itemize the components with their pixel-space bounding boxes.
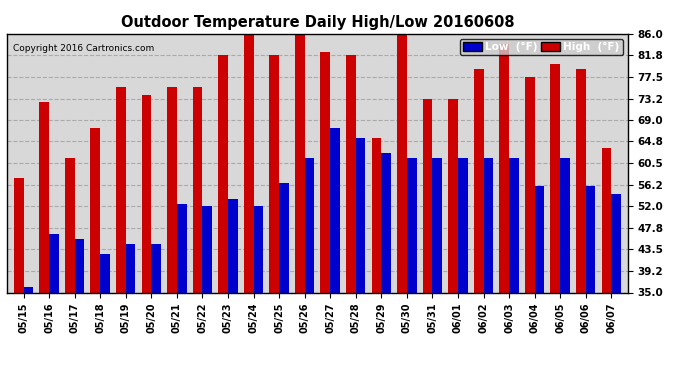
Bar <box>525 77 535 292</box>
Bar <box>269 55 279 292</box>
Bar <box>193 87 202 292</box>
Bar <box>382 153 391 292</box>
Bar <box>433 158 442 292</box>
Bar <box>346 55 356 292</box>
Bar <box>304 158 315 292</box>
Bar <box>126 244 135 292</box>
Bar <box>500 44 509 292</box>
Bar <box>356 138 366 292</box>
Bar <box>295 34 304 292</box>
Bar <box>244 34 253 292</box>
Bar <box>602 148 611 292</box>
Bar <box>177 204 186 292</box>
Bar <box>331 128 340 292</box>
Bar <box>202 206 212 292</box>
Bar <box>151 244 161 292</box>
Bar <box>14 178 23 292</box>
Bar <box>218 55 228 292</box>
Title: Outdoor Temperature Daily High/Low 20160608: Outdoor Temperature Daily High/Low 20160… <box>121 15 514 30</box>
Bar <box>397 34 407 292</box>
Bar <box>39 102 49 292</box>
Bar <box>100 255 110 292</box>
Bar <box>23 287 33 292</box>
Bar <box>407 158 417 292</box>
Bar <box>167 87 177 292</box>
Bar <box>75 239 84 292</box>
Bar <box>279 183 289 292</box>
Bar <box>116 87 126 292</box>
Bar <box>253 206 263 292</box>
Bar <box>560 158 570 292</box>
Text: Copyright 2016 Cartronics.com: Copyright 2016 Cartronics.com <box>13 44 155 53</box>
Bar <box>576 69 586 292</box>
Bar <box>65 158 75 292</box>
Bar <box>448 99 458 292</box>
Bar <box>484 158 493 292</box>
Bar <box>535 186 544 292</box>
Bar <box>474 69 484 292</box>
Bar <box>372 138 382 292</box>
Legend: Low  (°F), High  (°F): Low (°F), High (°F) <box>460 39 622 56</box>
Bar <box>320 51 331 292</box>
Bar <box>611 194 621 292</box>
Bar <box>509 158 519 292</box>
Bar <box>586 186 595 292</box>
Bar <box>141 94 151 292</box>
Bar <box>228 199 237 292</box>
Bar <box>423 99 433 292</box>
Bar <box>551 64 560 292</box>
Bar <box>90 128 100 292</box>
Bar <box>49 234 59 292</box>
Bar <box>458 158 468 292</box>
